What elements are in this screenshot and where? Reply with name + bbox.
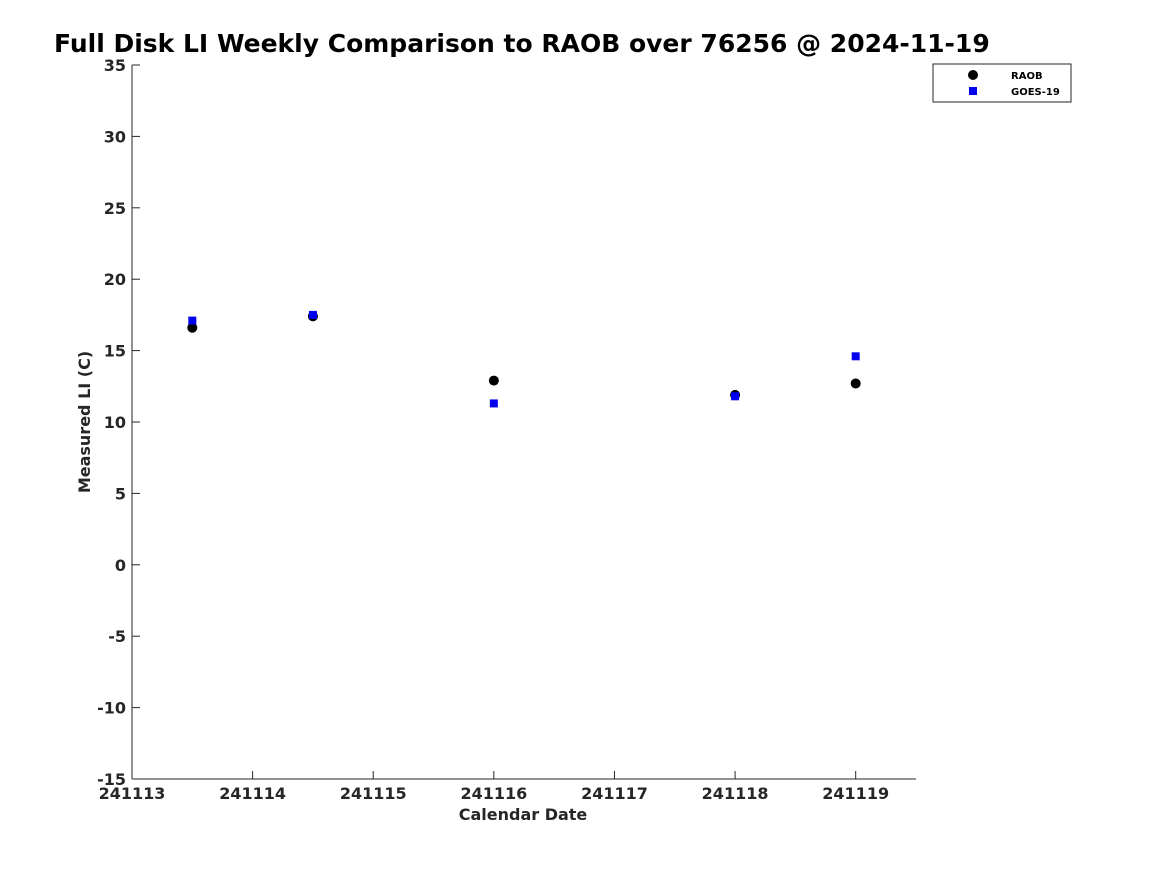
raob-point [850, 378, 861, 389]
x-tick-label: 241115 [340, 784, 407, 803]
x-tick-label: 241117 [581, 784, 648, 803]
y-tick-label: -10 [97, 699, 126, 718]
x-axis-ticks: 241113 241114 241115 241116 241117 241118 2411… [99, 771, 889, 803]
goes-19-point [851, 352, 860, 361]
raob-point [488, 375, 499, 386]
y-axis-label: Measured LI (C) [75, 351, 94, 493]
legend: RAOB GOES-19 [932, 63, 1072, 103]
y-tick-label: 30 [104, 127, 126, 146]
x-tick-label: 241116 [460, 784, 527, 803]
raob-point [187, 322, 198, 333]
y-tick-label: 35 [104, 56, 126, 75]
x-tick-label: 241119 [822, 784, 889, 803]
y-tick-label: 15 [104, 342, 126, 361]
y-tick-label: -5 [108, 627, 126, 646]
legend-box [932, 63, 1072, 103]
x-tick-label: 241118 [702, 784, 769, 803]
y-tick-label: 25 [104, 199, 126, 218]
legend-label: GOES-19 [1011, 87, 1060, 98]
goes-19-point [489, 399, 498, 408]
x-tick-label: 241113 [99, 784, 166, 803]
legend-label: RAOB [1011, 71, 1043, 82]
y-tick-label: 5 [115, 484, 126, 503]
legend-marker [968, 70, 978, 80]
y-tick-label: 20 [104, 270, 126, 289]
goes-19-point [188, 316, 197, 325]
goes-19-point [731, 392, 740, 401]
y-tick-label: 10 [104, 413, 126, 432]
y-tick-label: -15 [97, 770, 126, 789]
legend-marker [969, 87, 977, 95]
chart-title: Full Disk LI Weekly Comparison to RAOB o… [54, 29, 990, 58]
y-axis-ticks: 35 30 25 20 15 10 5 0 -5 -10 -15 [97, 56, 140, 789]
y-tick-label: 0 [115, 556, 126, 575]
x-axis-label: Calendar Date [459, 805, 588, 824]
x-tick-label: 241114 [219, 784, 286, 803]
goes-19-point [308, 310, 317, 319]
data-markers [187, 310, 861, 408]
